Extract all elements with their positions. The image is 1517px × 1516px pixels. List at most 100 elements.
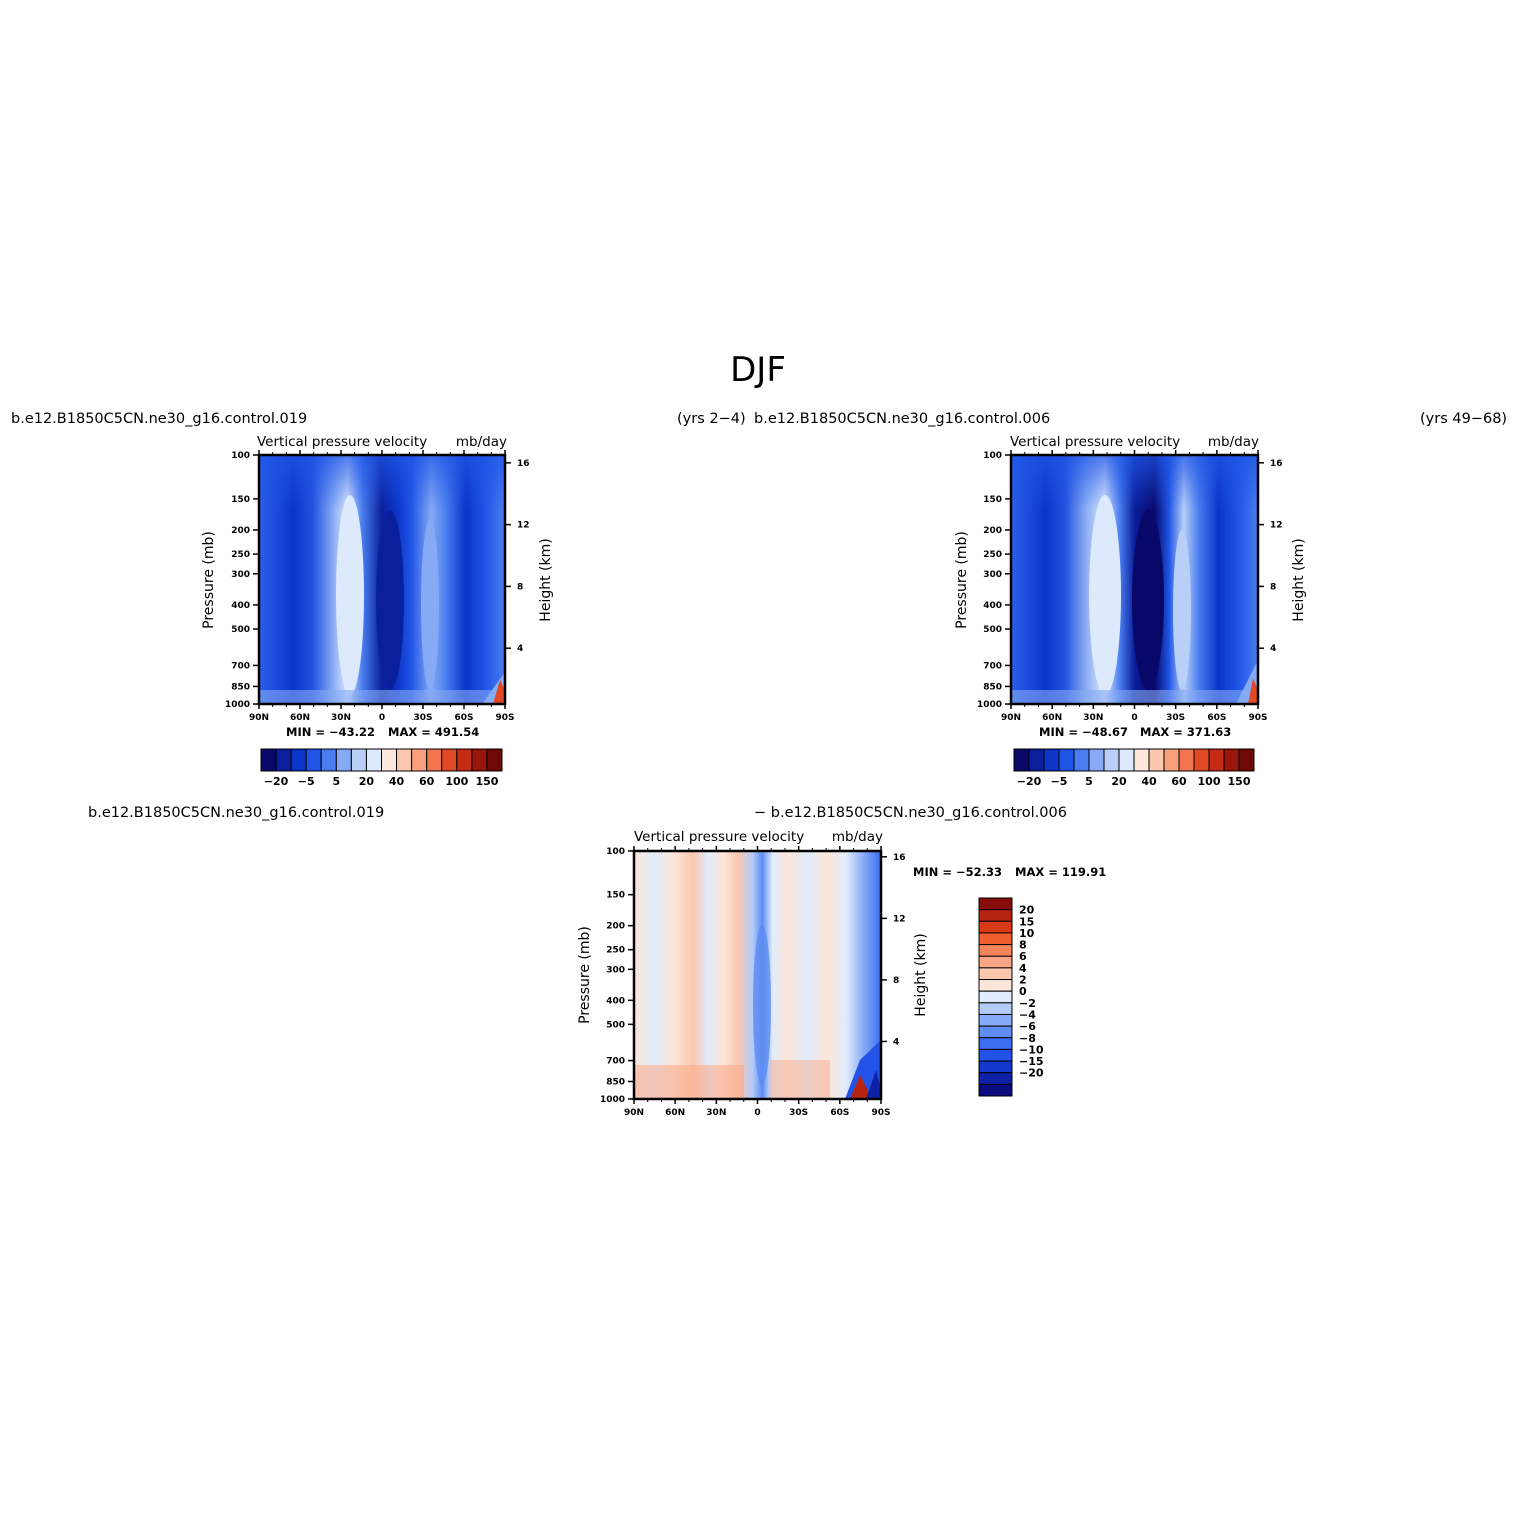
y-tick-label: 250 bbox=[606, 946, 625, 956]
colorbar-swatch bbox=[978, 1072, 1013, 1085]
colorbar-label: 5 bbox=[1085, 775, 1093, 788]
y-tick-label: 500 bbox=[606, 1020, 625, 1030]
y-tick-label: 100 bbox=[231, 451, 250, 461]
panel-title: Vertical pressure velocity bbox=[257, 434, 427, 450]
colorbar-swatch bbox=[1178, 748, 1195, 772]
x-tick-label: 60S bbox=[454, 713, 473, 723]
y-axis-title-right: Height (km) bbox=[538, 538, 554, 621]
y-tick-label: 100 bbox=[606, 847, 625, 857]
axis-ticks: 100 150 200 250 300 400 500 700 850 1000 16 12 8 4 90N… bbox=[600, 846, 906, 1118]
x-tick-label: 90N bbox=[1001, 713, 1021, 723]
colorbar-swatch bbox=[1223, 748, 1240, 772]
y-axis-title-right: Height (km) bbox=[1291, 538, 1307, 621]
min-label: MIN = −43.22 bbox=[286, 725, 375, 739]
y-right-tick-label: 12 bbox=[1270, 521, 1283, 531]
colorbar-label: −5 bbox=[298, 775, 315, 788]
x-tick-label: 60N bbox=[1042, 713, 1062, 723]
colorbar-swatch bbox=[1208, 748, 1225, 772]
colorbar-swatch bbox=[978, 1060, 1013, 1074]
colorbar-label: 0 bbox=[1019, 985, 1027, 998]
panel-case-006: Vertical pressure velocity mb/day 100 150… bbox=[954, 434, 1307, 788]
colorbar-swatch bbox=[471, 748, 488, 772]
colorbar-label: 10 bbox=[1019, 927, 1035, 940]
colorbar-swatch bbox=[350, 748, 367, 772]
colorbar-swatch bbox=[305, 748, 322, 772]
colorbar-label: 8 bbox=[1019, 939, 1027, 952]
y-tick-label: 250 bbox=[231, 550, 250, 560]
colorbar-label: −4 bbox=[1019, 1008, 1036, 1021]
y-tick-label: 300 bbox=[231, 570, 250, 580]
y-tick-label: 300 bbox=[606, 965, 625, 975]
colorbar-swatch bbox=[411, 748, 428, 772]
colorbar-label: −2 bbox=[1019, 997, 1036, 1010]
colorbar-swatch bbox=[978, 909, 1013, 922]
colorbar-swatch bbox=[1088, 748, 1105, 772]
colorbar-swatch bbox=[1013, 748, 1030, 772]
y-right-tick-label: 4 bbox=[893, 1037, 899, 1047]
colorbar-label: −20 bbox=[1019, 1067, 1044, 1080]
colorbar-label: −5 bbox=[1051, 775, 1068, 788]
panel-title: Vertical pressure velocity bbox=[1010, 434, 1180, 450]
y-tick-label: 150 bbox=[606, 891, 625, 901]
colorbar-label: −6 bbox=[1019, 1020, 1036, 1033]
colorbar-label: 150 bbox=[1228, 775, 1251, 788]
y-tick-label: 700 bbox=[606, 1057, 625, 1067]
colorbar-swatch bbox=[1028, 748, 1045, 772]
colorbar-swatch bbox=[978, 1048, 1013, 1062]
x-tick-label: 30N bbox=[706, 1108, 726, 1118]
colorbar-swatch bbox=[1043, 748, 1060, 772]
colorbar-swatch bbox=[275, 748, 292, 772]
colorbar-swatch bbox=[441, 748, 458, 772]
y-right-tick-label: 4 bbox=[1270, 644, 1276, 654]
panel-case-019: Vertical pressure velocity mb/day 100 150… bbox=[201, 434, 554, 788]
y-tick-label: 850 bbox=[231, 682, 250, 692]
y-tick-label: 500 bbox=[231, 625, 250, 635]
x-tick-label: 60N bbox=[665, 1108, 685, 1118]
colorbar-swatch bbox=[260, 748, 277, 772]
x-tick-label: 60S bbox=[830, 1108, 849, 1118]
colorbar-label: 20 bbox=[1019, 904, 1035, 917]
y-tick-label: 400 bbox=[606, 996, 625, 1006]
y-right-tick-label: 16 bbox=[893, 853, 906, 863]
colorbar-label: 5 bbox=[332, 775, 340, 788]
axis-ticks: 100 150 200 250 300 400 500 700 850 1000 16 12 8 4 90N… bbox=[225, 450, 530, 723]
y-tick-label: 1000 bbox=[977, 700, 1002, 710]
y-right-tick-label: 16 bbox=[517, 459, 530, 469]
colorbar-swatch bbox=[978, 920, 1013, 934]
y-right-tick-label: 4 bbox=[517, 644, 523, 654]
y-tick-label: 850 bbox=[983, 682, 1002, 692]
colorbar-label: 20 bbox=[359, 775, 375, 788]
colorbar-label: 2 bbox=[1019, 974, 1027, 987]
x-tick-label: 30N bbox=[1083, 713, 1103, 723]
colorbar-swatch bbox=[978, 967, 1013, 981]
max-label: MAX = 491.54 bbox=[388, 725, 479, 739]
y-tick-label: 200 bbox=[983, 526, 1002, 536]
colorbar-swatch bbox=[426, 748, 443, 772]
y-right-tick-label: 12 bbox=[893, 914, 906, 924]
x-tick-label: 0 bbox=[1131, 713, 1137, 723]
colorbar-label: 4 bbox=[1019, 962, 1027, 975]
colorbar-label: −15 bbox=[1019, 1055, 1044, 1068]
panel-title: Vertical pressure velocity bbox=[634, 829, 804, 845]
panel-units: mb/day bbox=[832, 829, 883, 845]
y-axis-title: Pressure (mb) bbox=[954, 531, 970, 629]
y-axis-title: Pressure (mb) bbox=[201, 531, 217, 629]
x-tick-label: 90N bbox=[624, 1108, 644, 1118]
min-label: MIN = −52.33 bbox=[913, 865, 1002, 879]
colorbar-swatch bbox=[365, 748, 382, 772]
y-tick-label: 400 bbox=[983, 601, 1002, 611]
panel-difference: Vertical pressure velocity mb/day 100150… bbox=[577, 829, 1106, 1118]
y-right-tick-label: 8 bbox=[1270, 582, 1276, 592]
colorbar-swatch bbox=[978, 955, 1013, 969]
colorbar-swatch bbox=[1118, 748, 1135, 772]
colorbar-swatch bbox=[1073, 748, 1090, 772]
colorbar-swatch bbox=[978, 932, 1013, 946]
colorbar-swatch bbox=[978, 1037, 1013, 1050]
colorbar-swatch bbox=[978, 1002, 1013, 1015]
colorbar: −20 −5 5 20 40 60 100 150 bbox=[1013, 748, 1255, 788]
y-tick-label: 700 bbox=[231, 661, 250, 671]
plot-field bbox=[634, 851, 881, 1099]
x-tick-label: 30S bbox=[789, 1108, 808, 1118]
